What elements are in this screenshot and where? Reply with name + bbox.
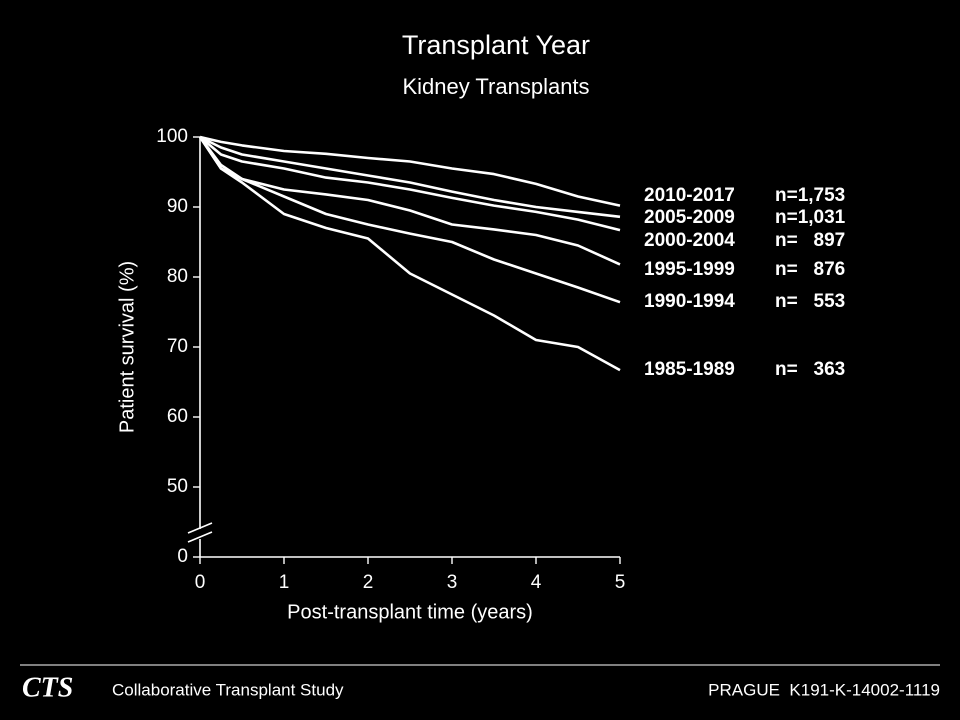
axis-break-mark — [187, 522, 213, 534]
legend-count: n= 876 — [775, 259, 845, 280]
survival-curve — [199, 135, 621, 219]
x-tick-label: 1 — [279, 572, 290, 593]
survival-curve — [198, 136, 621, 266]
footer-reference: PRAGUE K191-K-14002-1119 — [708, 680, 940, 699]
chart-title: Transplant Year — [402, 30, 590, 60]
legend-name: 2010-2017 — [644, 185, 735, 206]
x-tick-label: 0 — [195, 572, 206, 593]
legend-name: 1995-1999 — [644, 259, 735, 280]
survival-curve — [198, 136, 621, 372]
x-tick-label: 3 — [447, 572, 458, 593]
chart-subtitle: Kidney Transplants — [402, 74, 589, 99]
y-tick-label: 50 — [167, 476, 188, 497]
y-tick-label: 80 — [167, 266, 188, 287]
y-tick-label: 100 — [156, 126, 188, 147]
footer-logo: CTS — [22, 672, 73, 703]
legend-name: 2005-2009 — [644, 207, 735, 228]
axis-break-mark — [187, 531, 213, 543]
footer-organization: Collaborative Transplant Study — [112, 680, 344, 699]
legend-count: n=1,031 — [775, 207, 846, 228]
x-tick-label: 4 — [531, 572, 542, 593]
legend-count: n= 363 — [775, 359, 845, 380]
axis-break-gap — [194, 529, 206, 539]
y-tick-label: 60 — [167, 406, 188, 427]
y-tick-label: 0 — [177, 546, 188, 567]
y-tick-label: 90 — [167, 196, 188, 217]
legend-name: 1990-1994 — [644, 291, 735, 312]
x-axis-label: Post-transplant time (years) — [287, 601, 533, 623]
survival-curve — [198, 136, 621, 304]
legend-count: n=1,753 — [775, 185, 845, 206]
y-axis-label: Patient survival (%) — [116, 261, 138, 433]
x-tick-label: 5 — [615, 572, 626, 593]
legend-name: 1985-1989 — [644, 359, 735, 380]
legend-name: 2000-2004 — [644, 230, 735, 251]
survival-curve — [199, 135, 621, 207]
x-tick-label: 2 — [363, 572, 374, 593]
survival-curve — [199, 136, 621, 232]
legend-count: n= 553 — [775, 291, 845, 312]
y-tick-label: 70 — [167, 336, 188, 357]
legend-count: n= 897 — [775, 230, 845, 251]
